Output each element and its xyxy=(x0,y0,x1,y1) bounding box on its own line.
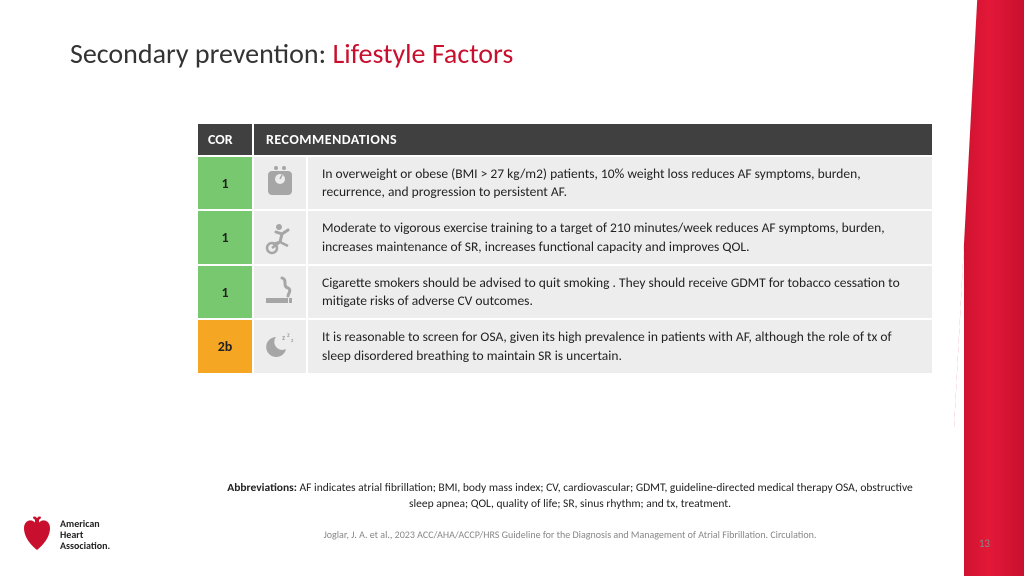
recommendation-text: Cigarette smokers should be advised to q… xyxy=(308,266,932,318)
cor-badge: 1 xyxy=(198,157,254,209)
abbreviations: Abbreviations: AF indicates atrial fibri… xyxy=(220,480,920,512)
recommendation-text: Moderate to vigorous exercise training t… xyxy=(308,211,932,263)
header-cor: COR xyxy=(198,124,254,155)
cor-badge: 1 xyxy=(198,266,254,318)
recommendation-text: It is reasonable to screen for OSA, give… xyxy=(308,320,932,372)
abbreviations-text: AF indicates atrial fibrillation; BMI, b… xyxy=(297,481,913,511)
title-highlight: Lifestyle Factors xyxy=(332,36,513,71)
recommendation-text: In overweight or obese (BMI > 27 kg/m2) … xyxy=(308,157,932,209)
logo-text: American Heart Association. xyxy=(60,518,110,551)
citation: Joglar, J. A. et al., 2023 ACC/AHA/ACCP/… xyxy=(220,528,920,541)
abbreviations-label: Abbreviations: xyxy=(227,481,297,495)
heart-torch-icon xyxy=(22,516,52,552)
title-prefix: Secondary prevention: xyxy=(70,36,332,71)
brand-stripe xyxy=(946,0,1024,576)
table-row: 1 In overweight or obese (BMI > 27 kg/m2)… xyxy=(198,155,932,209)
page-number: 13 xyxy=(979,537,990,550)
slide-title: Secondary prevention: Lifestyle Factors xyxy=(70,36,513,71)
table-row: 1 Moderate to vigorous exercise training … xyxy=(198,209,932,263)
sleep-icon xyxy=(254,320,308,372)
table-row: 2b It is reasonable to screen for OSA, gi… xyxy=(198,318,932,372)
table-header: COR RECOMMENDATIONS xyxy=(198,124,932,155)
cor-badge: 1 xyxy=(198,211,254,263)
smoke-icon xyxy=(254,266,308,318)
bike-icon xyxy=(254,211,308,263)
cor-badge: 2b xyxy=(198,320,254,372)
aha-logo: American Heart Association. xyxy=(22,516,110,552)
header-recommendations: RECOMMENDATIONS xyxy=(254,124,932,155)
scale-icon xyxy=(254,157,308,209)
table-row: 1 Cigarette smokers should be advised to … xyxy=(198,264,932,318)
recommendations-table: COR RECOMMENDATIONS 1 In overweight or ob… xyxy=(198,124,932,373)
